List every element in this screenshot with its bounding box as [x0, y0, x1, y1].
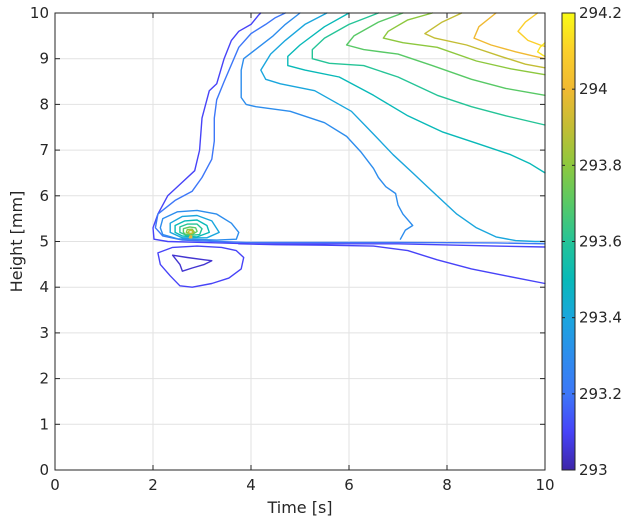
colorbar-tick-label: 293.8	[579, 156, 622, 174]
contour-line	[287, 12, 546, 174]
x-tick-label: 8	[442, 476, 452, 494]
contour-line	[240, 12, 414, 240]
contour-lines	[152, 12, 546, 288]
contour-line	[260, 12, 546, 243]
x-tick-label: 10	[535, 476, 554, 494]
x-axis-label: Time [s]	[266, 498, 332, 517]
contour-line	[424, 12, 546, 69]
y-tick-label: 10	[30, 4, 49, 22]
y-tick-label: 6	[39, 187, 49, 205]
y-tick-label: 1	[39, 415, 49, 433]
colorbar-tick-label: 294.2	[579, 4, 622, 22]
y-tick-label: 8	[39, 95, 49, 113]
colorbar-tick-label: 294	[579, 80, 608, 98]
y-axis-label: Height [mm]	[7, 191, 26, 293]
colorbar-tick-label: 293	[579, 461, 608, 479]
colorbar-tick-label: 293.4	[579, 309, 622, 327]
contour-line	[182, 226, 198, 236]
contour-line	[179, 223, 203, 237]
contour-line	[473, 12, 546, 60]
y-tick-label: 4	[39, 278, 49, 296]
contour-line	[238, 243, 546, 285]
contour-line	[174, 219, 211, 238]
contour-line	[382, 12, 546, 76]
grid	[55, 13, 545, 470]
contour-line	[536, 42, 546, 58]
y-tick-label: 7	[39, 141, 49, 159]
contour-line	[311, 12, 546, 126]
x-tick-label: 6	[344, 476, 354, 494]
contour-line	[345, 12, 546, 97]
y-tick-label: 0	[39, 461, 49, 479]
contour-line	[157, 245, 245, 288]
y-tick-label: 3	[39, 324, 49, 342]
contour-line	[188, 235, 193, 239]
contour-line	[171, 254, 213, 272]
contour-line	[154, 12, 546, 245]
y-tick-label: 5	[39, 233, 49, 251]
y-tick-label: 9	[39, 50, 49, 68]
colorbar: 293 293.2 293.4 293.6 293.8 294 294.2	[561, 4, 622, 479]
axis-ticks: 0 2 4 6 8 10 0 1 2 3 4 5 6 7 8 9 10	[30, 4, 555, 494]
x-tick-label: 4	[246, 476, 256, 494]
x-tick-label: 0	[50, 476, 60, 494]
colorbar-tick-label: 293.2	[579, 385, 622, 403]
colorbar-tick-label: 293.6	[579, 233, 622, 251]
x-tick-label: 2	[148, 476, 158, 494]
contour-line	[517, 12, 546, 48]
contour-line	[152, 12, 546, 248]
contour-line	[187, 229, 194, 235]
y-tick-label: 2	[39, 370, 49, 388]
contour-line	[159, 209, 240, 241]
